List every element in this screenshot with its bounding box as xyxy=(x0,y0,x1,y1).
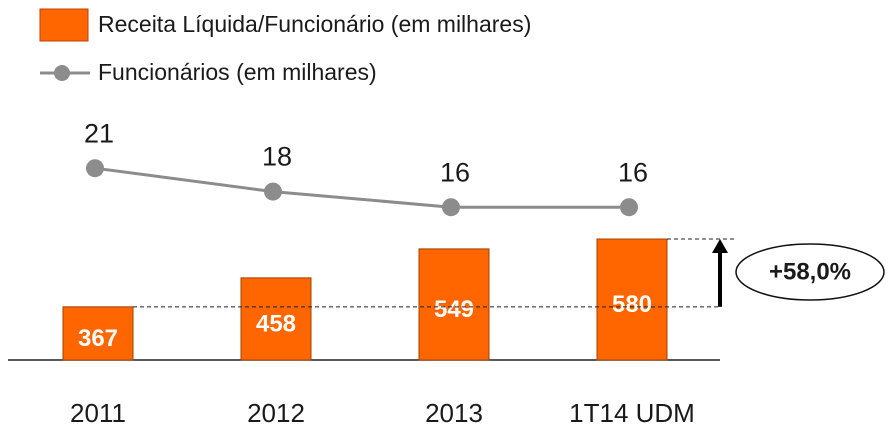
x-tick-label: 2011 xyxy=(70,398,126,428)
line-value-label: 18 xyxy=(262,142,292,172)
line xyxy=(94,166,629,209)
line-marker xyxy=(620,198,638,217)
annotation-ellipse xyxy=(735,243,885,301)
legend-label: Receita Líquida/Funcionário (em milhares… xyxy=(98,11,531,37)
annotation: +58,0% xyxy=(769,258,851,285)
legend-swatch xyxy=(39,8,89,42)
arrow-head xyxy=(712,239,728,254)
line-marker xyxy=(442,198,460,217)
legend-label: Funcionários (em milhares) xyxy=(98,59,377,85)
bar-value-label: 580 xyxy=(612,291,652,318)
x-tick-label: 2013 xyxy=(425,398,483,428)
bar xyxy=(596,238,668,361)
line-value-label: 21 xyxy=(84,118,114,148)
bar xyxy=(418,248,490,361)
x-tick-label: 2012 xyxy=(247,398,305,428)
line-value-label: 16 xyxy=(618,157,648,187)
bar-value-label: 367 xyxy=(78,325,118,352)
bar xyxy=(62,306,134,361)
legend-marker xyxy=(54,65,70,81)
bar xyxy=(240,277,312,361)
bar-value-label: 549 xyxy=(434,296,474,323)
x-tick-label: 1T14 UDM xyxy=(569,398,695,428)
line-marker xyxy=(86,159,104,178)
bar-value-label: 458 xyxy=(256,310,296,337)
line-value-label: 16 xyxy=(440,157,470,187)
line-marker xyxy=(264,182,282,201)
